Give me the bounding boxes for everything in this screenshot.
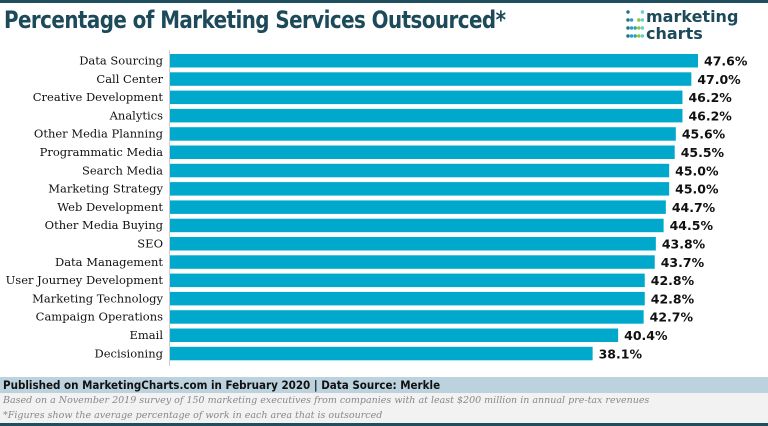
logo-dot [637,34,641,38]
logo-dot [633,26,637,30]
logo-line1: marketing [646,7,739,26]
data-label: 45.0% [675,182,719,197]
bar [170,182,670,196]
logo-dot [629,18,634,22]
category-label: Decisioning [94,346,163,360]
bottom-border [0,423,768,426]
data-label: 44.7% [672,200,716,215]
bar [170,200,666,214]
category-label: Creative Development [33,90,164,104]
category-label: Marketing Technology [32,291,163,305]
category-label: SEO [137,237,163,251]
data-label: 47.6% [704,54,748,69]
footer-notes: Based on a November 2019 survey of 150 m… [0,393,768,424]
logo-dot [629,34,634,38]
data-label: 42.8% [651,291,695,306]
logo-text: marketing charts [646,8,738,42]
bar [170,54,698,68]
logo-dot [626,34,630,38]
bar [170,127,676,141]
data-label: 45.5% [681,145,725,160]
logo-dot [626,10,630,14]
data-label: 42.7% [650,310,694,325]
category-label: Data Management [55,255,163,269]
bar [170,328,619,342]
footer-published: Published on MarketingCharts.com in Febr… [0,377,768,393]
category-label: Other Media Planning [34,127,164,141]
logo-dot [640,26,645,30]
bar [170,346,593,361]
category-label: Programmatic Media [40,145,164,159]
category-label: Marketing Strategy [48,182,163,196]
logo-line2: charts [646,24,703,43]
category-label: Call Center [96,72,163,86]
category-label: Web Development [57,200,163,214]
bar [170,163,670,178]
data-label: 46.2% [688,108,732,123]
category-label: Search Media [82,163,163,177]
data-label: 40.4% [624,328,668,343]
bar [170,72,692,86]
category-label: Email [129,328,163,342]
logo-dot [637,26,641,30]
bar [170,108,683,123]
category-label: Analytics [109,108,163,122]
marketingcharts-logo-icon [626,10,645,38]
footer-note-2: *Figures show the average percentage of … [3,410,383,421]
category-label: User Journey Development [6,273,164,287]
logo-dot [640,34,645,38]
data-label: 45.6% [682,127,726,142]
data-label: 38.1% [599,346,643,361]
top-border [0,0,768,3]
footer-note-1: Based on a November 2019 survey of 150 m… [3,395,650,406]
category-label: Campaign Operations [36,310,163,324]
bar [170,145,675,159]
chart-title: Percentage of Marketing Services Outsour… [4,6,506,34]
logo-dot [637,18,641,22]
category-label: Other Media Buying [45,218,164,232]
logo-dot [640,10,645,14]
logo-dot [629,26,634,30]
data-label: 42.8% [651,273,695,288]
data-label: 43.8% [662,237,706,252]
category-label: Data Sourcing [79,54,163,68]
logo-dot [633,34,637,38]
data-label: 45.0% [675,163,719,178]
bar [170,237,656,251]
logo-dot [626,18,630,22]
data-label: 43.7% [661,255,705,270]
bar [170,310,644,324]
bar [170,273,645,288]
logo-dot [626,26,630,30]
logo-dot [640,18,645,22]
data-label: 46.2% [688,90,732,105]
bar [170,291,645,306]
data-label: 47.0% [697,72,741,87]
data-label: 44.5% [670,218,714,233]
bar [170,218,664,233]
bar [170,90,683,105]
bar [170,255,655,269]
